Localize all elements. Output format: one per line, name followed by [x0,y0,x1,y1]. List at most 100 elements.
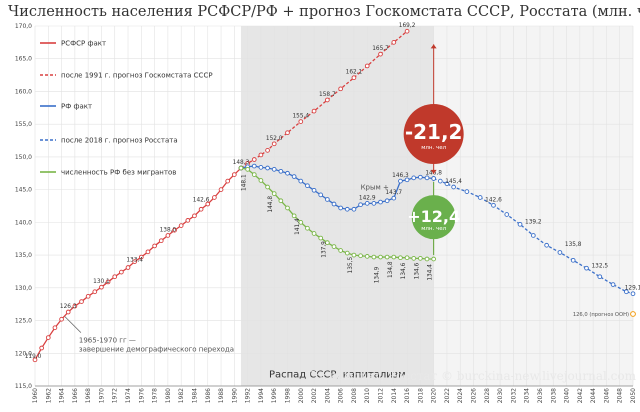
region-label: Распад СССР, капитализм [269,369,406,380]
x-tick-label: 2046 [603,388,610,403]
transition-note: завершение демографического перехода [79,346,234,354]
data-point [298,119,304,124]
data-label: 152,0 [266,136,283,142]
data-point [311,108,317,114]
data-point [344,206,350,212]
data-point [79,299,84,304]
migrants-badge [411,195,456,240]
data-point [212,195,217,200]
data-point [570,257,576,263]
x-tick-label: 1984 [191,388,198,403]
x-tick-label: 1966 [72,388,79,403]
data-point [291,174,297,179]
y-tick-label: 125,0 [15,318,32,325]
data-point [338,248,343,253]
x-tick-label: 2030 [497,388,504,403]
data-point [344,250,350,256]
data-point [85,293,91,299]
data-point [378,199,383,205]
x-tick-label: 1974 [125,388,132,403]
y-tick-label: 120,0 [15,350,32,357]
x-tick-label: 2040 [564,388,571,403]
data-point [92,289,98,295]
data-point [258,152,264,158]
x-tick-label: 2034 [524,388,531,403]
x-tick-label: 1982 [178,388,185,403]
data-point [431,176,437,181]
un-forecast-point [630,311,636,317]
data-point [325,97,330,103]
legend-entry: РФ факт [61,103,92,111]
data-point [125,265,131,270]
data-point [544,242,549,248]
y-tick-label: 160,0 [15,88,32,95]
data-label: 138,0 [160,227,177,233]
y-tick-label: 135,0 [15,252,32,259]
data-point [391,254,397,260]
transition-note: 1965-1970 гг — [79,337,136,345]
x-tick-label: 2002 [311,388,318,403]
data-point [271,141,277,147]
data-point [185,218,191,223]
data-point [265,148,270,153]
data-point [358,202,363,208]
data-label: 137,9 [321,241,327,258]
x-tick-label: 1980 [165,388,172,403]
migrants-badge-value: +12,4 [407,207,460,226]
data-point [251,157,257,162]
annotations: 1965-1970 гг —завершение демографическог… [64,44,637,383]
data-point [305,225,310,231]
data-label: 135,5 [348,257,354,274]
data-point [338,86,343,92]
y-tick-label: 170,0 [15,23,32,30]
data-point [158,238,164,244]
data-point [45,335,51,340]
data-point [152,243,157,249]
data-point [411,175,417,181]
x-tick-label: 2038 [550,388,557,403]
x-tick-label: 2044 [590,388,597,403]
data-point [251,172,257,177]
data-point [404,255,410,261]
data-point [238,165,244,171]
data-point [39,345,44,351]
data-label: 132,5 [591,263,608,269]
loss-badge-value: -21,2 [405,120,463,144]
y-tick-label: 140,0 [15,219,32,226]
data-point [351,75,357,81]
data-point [517,221,523,227]
x-tick-label: 2036 [537,388,544,403]
forecast-region [433,26,633,386]
data-point [138,254,144,260]
x-tick-label: 2004 [324,388,331,403]
data-point [65,309,71,315]
x-tick-label: 2024 [457,388,464,403]
data-point [59,316,64,322]
series-line-1 [240,30,408,169]
data-label: 162,1 [346,70,363,76]
x-tick-label: 2010 [364,388,371,403]
data-point [318,235,324,241]
x-tick-label: 1988 [218,388,225,403]
data-point [358,253,363,259]
x-tick-label: 1964 [59,388,66,403]
y-tick-label: 165,0 [15,56,32,63]
data-point [444,181,450,187]
data-point [371,201,377,206]
data-point [437,178,443,184]
data-label: 126,3 [60,304,77,310]
data-label: 130,1 [93,279,110,285]
data-point [198,206,204,212]
data-point [491,202,496,208]
data-point [325,197,330,202]
x-tick-label: 1996 [271,388,278,403]
data-point [391,195,397,201]
x-tick-label: 1972 [112,388,119,403]
data-point [364,201,370,206]
loss-badge-unit: млн. чел [421,145,446,151]
data-point [192,213,197,219]
data-label: 155,4 [292,114,309,120]
crimea-note: Крым + [361,184,389,192]
data-point [398,255,403,261]
chart-title: Численность населения РСФСР/РФ + прогноз… [8,4,640,20]
